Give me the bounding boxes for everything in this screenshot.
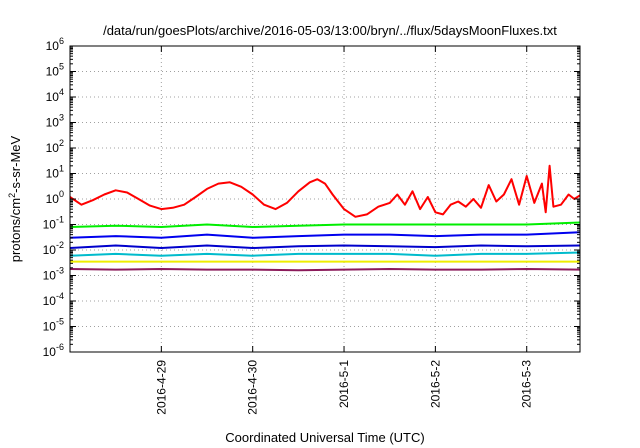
y-tick-label: 10-2 — [43, 240, 64, 257]
y-axis-label-prefix: protons/cm — [8, 198, 23, 262]
x-tick-label: 2016-5-3 — [520, 360, 534, 408]
y-axis-label: protons/cm2-s-sr-MeV — [7, 135, 23, 262]
series-line-7 — [69, 268, 581, 272]
series-layer — [69, 164, 581, 272]
y-tick-label: 10-3 — [43, 266, 64, 283]
y-axis-label-suffix: -s-sr-MeV — [8, 135, 23, 192]
y-tick-labels: 10-6 10-5 10-4 10-3 10-2 10-1 100 101 102 103 104 1… — [43, 36, 64, 359]
y-tick-label: 104 — [46, 87, 64, 104]
x-tick-label: 2016-5-2 — [428, 360, 442, 408]
y-tick-label: 105 — [46, 62, 64, 79]
x-tick-label: 2016-5-1 — [337, 360, 351, 408]
y-tick-label: 10-4 — [43, 291, 64, 308]
y-tick-label: 103 — [46, 113, 64, 130]
x-tick-label: 2016-4-30 — [246, 360, 260, 415]
series-line-3 — [69, 231, 581, 239]
ticks — [70, 45, 580, 353]
y-tick-label: 102 — [46, 138, 64, 155]
x-tick-label: 2016-4-29 — [154, 360, 168, 415]
series-line-5 — [69, 251, 581, 257]
series-line-2 — [69, 221, 581, 228]
grid — [70, 46, 580, 352]
x-axis-label: Coordinated Universal Time (UTC) — [225, 430, 424, 445]
y-axis-label-superscript: 2 — [7, 193, 17, 198]
y-tick-label: 101 — [46, 164, 64, 181]
y-tick-label: 106 — [46, 36, 64, 53]
chart-title: /data/run/goesPlots/archive/2016-05-03/1… — [103, 23, 557, 38]
series-line-4 — [69, 244, 581, 249]
x-tick-labels: 2016-4-29 2016-4-30 2016-5-1 2016-5-2 2016-5… — [154, 360, 533, 415]
y-tick-label: 10-1 — [43, 215, 64, 232]
series-line-1 — [69, 164, 581, 218]
y-tick-label: 10-5 — [43, 317, 64, 334]
y-tick-label: 10-6 — [43, 342, 64, 359]
y-tick-label: 100 — [46, 189, 64, 206]
